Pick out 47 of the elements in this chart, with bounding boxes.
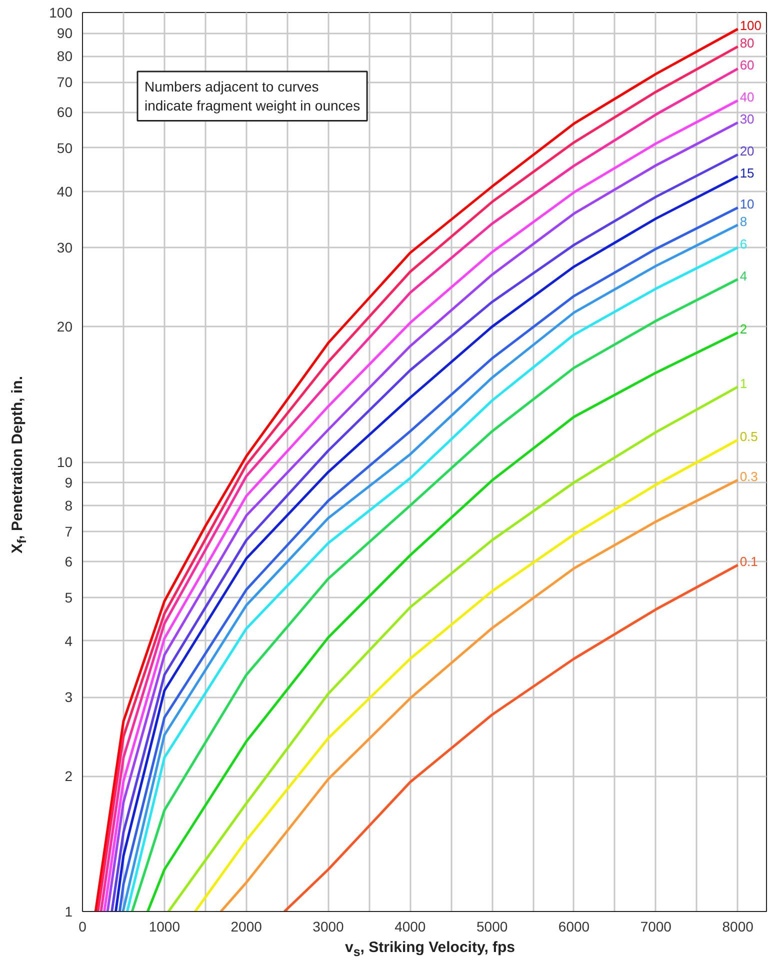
y-tick-label: 6 — [64, 554, 73, 570]
y-tick-label: 30 — [56, 240, 73, 256]
y-tick-label: 60 — [56, 104, 73, 120]
series-label: 2 — [740, 322, 748, 337]
series-label: 1 — [740, 376, 748, 391]
series-label: 10 — [740, 196, 754, 212]
y-tick-label: 4 — [64, 632, 73, 649]
y-tick-label: 1 — [64, 904, 73, 920]
series-label: 0.1 — [740, 554, 758, 569]
series-label: 30 — [740, 112, 754, 127]
y-tick-label: 3 — [64, 689, 73, 706]
y-tick-label: 40 — [56, 183, 73, 200]
x-tick-label: 4000 — [394, 918, 426, 934]
x-tick-label: 5000 — [476, 918, 508, 934]
y-tick-label: 70 — [56, 74, 73, 90]
y-tick-label: 90 — [56, 25, 73, 42]
y-tick-label: 7 — [64, 524, 73, 540]
series-label: 4 — [740, 268, 748, 284]
series-label: 80 — [740, 36, 754, 51]
x-tick-label: 6000 — [558, 918, 590, 934]
y-tick-label: 2 — [64, 768, 73, 784]
series-label: 60 — [740, 58, 754, 73]
series-label: 0.5 — [740, 428, 758, 444]
annotation: Numbers adjacent to curves indicate fragment weight in ounces — [144, 78, 360, 114]
y-tick-label: 80 — [56, 48, 73, 64]
series-label: 15 — [740, 165, 754, 180]
y-tick-label: 20 — [56, 318, 73, 335]
y-tick-label: 50 — [56, 140, 73, 156]
line-series — [283, 564, 740, 912]
x-tick-label: 2000 — [230, 918, 262, 934]
x-tick-label: 3000 — [312, 918, 344, 934]
y-tick-label: 9 — [64, 474, 73, 491]
y-tick-label: 10 — [56, 454, 73, 470]
x-tick-label: 1000 — [148, 918, 180, 934]
x-tick-label: 0 — [78, 918, 87, 934]
x-tick-label: 7000 — [640, 918, 672, 934]
x-axis-title: v$_{s}$, Striking Velocity, fps — [344, 939, 516, 961]
y-tick-label: 8 — [64, 498, 73, 514]
x-tick-label: 8000 — [722, 918, 754, 934]
y-tick-label: 5 — [64, 589, 73, 606]
series-label: 0.3 — [740, 468, 758, 484]
series-label: 100 — [740, 18, 762, 33]
series-label: 20 — [740, 144, 754, 159]
series-label: 8 — [740, 214, 748, 229]
y-tick-label: 100 — [49, 4, 73, 20]
series-label: 6 — [740, 236, 748, 252]
series-label: 40 — [740, 90, 754, 105]
